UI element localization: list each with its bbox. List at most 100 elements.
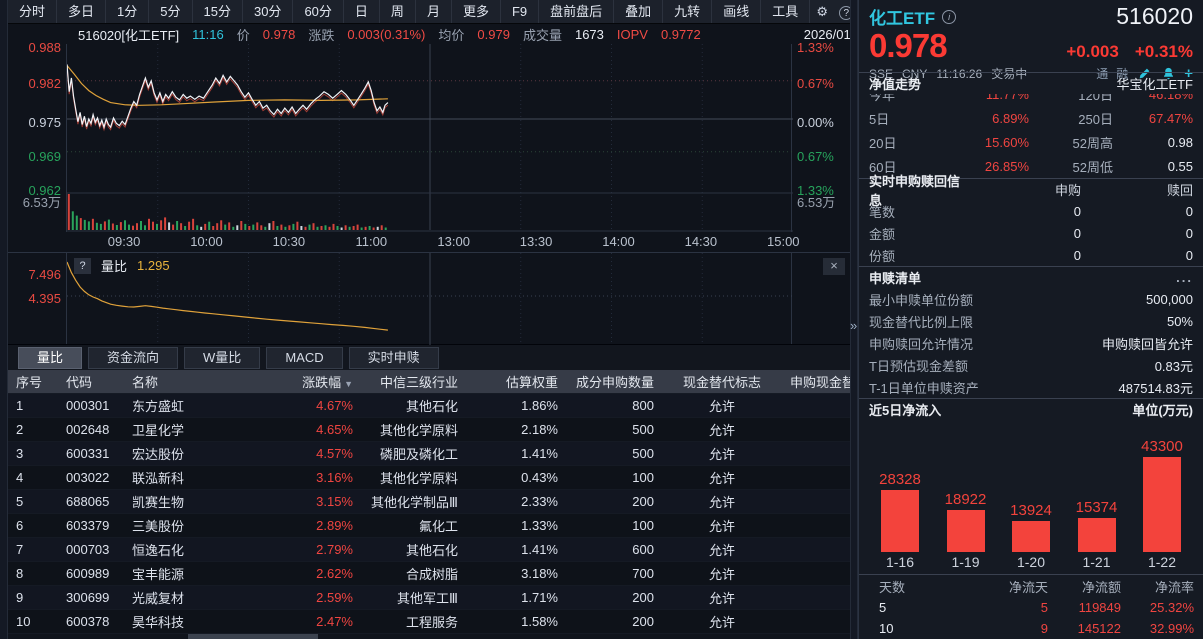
quote-header: 化工ETF i 516020 0.978 +0.003 +0.31% SSE C… [859, 0, 1203, 82]
summary-cell: 5 [1040, 600, 1048, 615]
col-header-4[interactable]: 中信三级行业 [379, 375, 458, 390]
col-header-0[interactable]: 序号 [16, 375, 43, 390]
netflow-bar[interactable] [1077, 518, 1116, 552]
percent-tick-right: 0.67% [797, 149, 834, 164]
tool-button-3[interactable]: 九转 [663, 0, 713, 23]
time-tick: 13:00 [437, 234, 470, 249]
realtime-rows: 笔数 0 0 金额 0 0 份额 0 0 [859, 200, 1203, 266]
table-row[interactable]: 8 600989 宝丰能源 2.62% 合成树脂 3.18% 700 允许 [8, 562, 850, 586]
cell-2-4: 磷肥及磷化工 [379, 447, 458, 462]
settings-gear-icon[interactable]: ⚙ [816, 3, 829, 19]
period-tab-0[interactable]: 分时 [8, 0, 58, 23]
subchart-close-icon[interactable]: × [823, 258, 845, 275]
cell-5-7: 允许 [708, 519, 735, 534]
table-row[interactable]: 9 300699 光威复材 2.59% 其他军工Ⅲ 1.71% 200 允许 [8, 586, 850, 610]
table-row[interactable]: 3 600331 宏达股份 4.57% 磷肥及磷化工 1.41% 500 允许 [8, 442, 850, 466]
netflow-date-labels: 1-16 1-19 1-20 1-21 1-22 [859, 552, 1203, 574]
indicator-help-icon[interactable]: ? [74, 257, 91, 274]
currency-label: CNY [902, 66, 928, 81]
cell-2-0: 3 [16, 446, 24, 461]
cell-5-5: 1.33% [521, 518, 558, 533]
period-tab-1[interactable]: 多日 [57, 0, 107, 23]
tool-button-4[interactable]: 画线 [712, 0, 762, 23]
table-scrollbar[interactable] [8, 634, 850, 639]
tab-实时申赎[interactable]: 实时申赎 [348, 346, 439, 369]
tool-button-1[interactable]: 盘前盘后 [539, 0, 615, 23]
table-row[interactable]: 10 600378 昊华科技 2.47% 工程服务 1.58% 200 允许 [8, 610, 850, 634]
table-row[interactable]: 2 002648 卫星化学 4.65% 其他化学原料 2.18% 500 允许 [8, 418, 850, 442]
col-header-3[interactable]: 涨跌幅 ▼ [302, 375, 353, 390]
info-icon[interactable]: i [942, 9, 957, 24]
period-tab-2[interactable]: 1分 [106, 0, 150, 23]
panel-divider[interactable]: » [850, 0, 858, 639]
table-row[interactable]: 6 603379 三美股份 2.89% 氟化工 1.33% 100 允许 [8, 514, 850, 538]
period-tab-3[interactable]: 5分 [149, 0, 193, 23]
cell-3-1: 003022 [66, 470, 110, 485]
table-header-row: 序号 代码 名称 涨跌幅 ▼ 中信三级行业 估算权重 成分申购数量 现金替代标志 申购现金替代 [8, 370, 866, 394]
cell-2-7: 允许 [708, 447, 735, 462]
summary-cell: 5 [879, 600, 887, 615]
col-header-1[interactable]: 代码 [66, 375, 93, 390]
tool-button-2[interactable]: 叠加 [614, 0, 664, 23]
col-header-2[interactable]: 名称 [132, 375, 159, 390]
volume-label: 成交量 [522, 27, 562, 43]
period-tab-6[interactable]: 60分 [293, 0, 344, 23]
table-row[interactable]: 5 688065 凯赛生物 3.15% 其他化学制品Ⅲ 2.33% 200 允许 [8, 490, 850, 514]
volume-bar [320, 226, 323, 230]
volume-bar [83, 219, 86, 230]
tab-W量比[interactable]: W量比 [184, 346, 261, 369]
edit-pencil-icon[interactable] [1136, 67, 1152, 81]
netflow-bar[interactable] [881, 490, 919, 552]
tool-button-5[interactable]: 工具 [761, 0, 811, 23]
netflow-date: 1-22 [1147, 554, 1177, 570]
nav-section-header: 净值走势 华宝化工ETF [859, 72, 1203, 94]
col-header-6[interactable]: 成分申购数量 [575, 375, 654, 390]
tab-量比[interactable]: 量比 [18, 346, 83, 369]
price-value: 0.978 [262, 26, 296, 42]
table-scrollbar-thumb[interactable] [188, 634, 318, 639]
period-tab-9[interactable]: 月 [416, 0, 452, 23]
table-row[interactable]: 4 003022 联泓新科 3.16% 其他化学原料 0.43% 100 允许 [8, 466, 850, 490]
period-tab-4[interactable]: 15分 [193, 0, 243, 23]
netflow-bar-chart: 28328 18922 13924 15374 43300 [859, 420, 1203, 552]
netflow-bar[interactable] [1012, 521, 1050, 552]
panel-collapse-icon[interactable]: » [850, 318, 858, 333]
table-row[interactable]: 1 000301 东方盛虹 4.67% 其他石化 1.86% 800 允许 [8, 394, 850, 418]
add-watchlist-icon[interactable]: + [1184, 65, 1193, 82]
period-tab-7[interactable]: 日 [344, 0, 380, 23]
volume-bar [308, 224, 311, 230]
cell-3-7: 允许 [708, 471, 735, 486]
nav-row: 5日 6.89% 250日 67.47% [859, 106, 1203, 130]
netflow-date: 1-19 [951, 554, 980, 570]
redemption-row: 最小申赎单位份额 500,000 [859, 288, 1203, 310]
period-tab-5[interactable]: 30分 [243, 0, 294, 23]
col-header-7[interactable]: 现金替代标志 [682, 375, 761, 390]
period-tab-10[interactable]: 更多 [452, 0, 501, 23]
more-ellipsis-icon[interactable]: ... [1176, 270, 1193, 285]
intraday-plot[interactable] [66, 44, 793, 232]
cell-6-0: 7 [16, 542, 24, 557]
rt-label: 金额 [869, 226, 896, 242]
alert-bell-icon[interactable] [1160, 67, 1176, 81]
left-collapsed-rail[interactable] [0, 0, 8, 639]
table-row[interactable]: 7 000703 恒逸石化 2.79% 其他石化 1.41% 600 允许 [8, 538, 850, 562]
volume-value: 1673 [574, 26, 604, 42]
tab-MACD[interactable]: MACD [266, 346, 343, 369]
volume-bar [280, 224, 283, 230]
period-tab-8[interactable]: 周 [380, 0, 416, 23]
netflow-bar[interactable] [946, 510, 985, 552]
col-header-5[interactable]: 估算权重 [505, 375, 558, 390]
tab-资金流向[interactable]: 资金流向 [88, 346, 179, 369]
netflow-bar[interactable] [1143, 457, 1181, 552]
red-value: 487514.83元 [1118, 380, 1193, 396]
rt-subscribe-value: 0 [1073, 225, 1081, 241]
cell-2-3: 4.57% [316, 446, 353, 461]
subchart-plot[interactable] [66, 253, 793, 345]
price-axis-left: 0.988 0.982 0.975 0.969 0.962 6.53万 [8, 40, 66, 232]
sort-desc-icon[interactable]: ▼ [344, 379, 353, 389]
cell-5-0: 6 [16, 518, 24, 533]
price-label: 价 [236, 27, 250, 43]
red-value: 0.83元 [1154, 358, 1193, 374]
col-header-8[interactable]: 申购现金替代 [790, 375, 866, 390]
tool-button-0[interactable]: F9 [501, 0, 540, 23]
